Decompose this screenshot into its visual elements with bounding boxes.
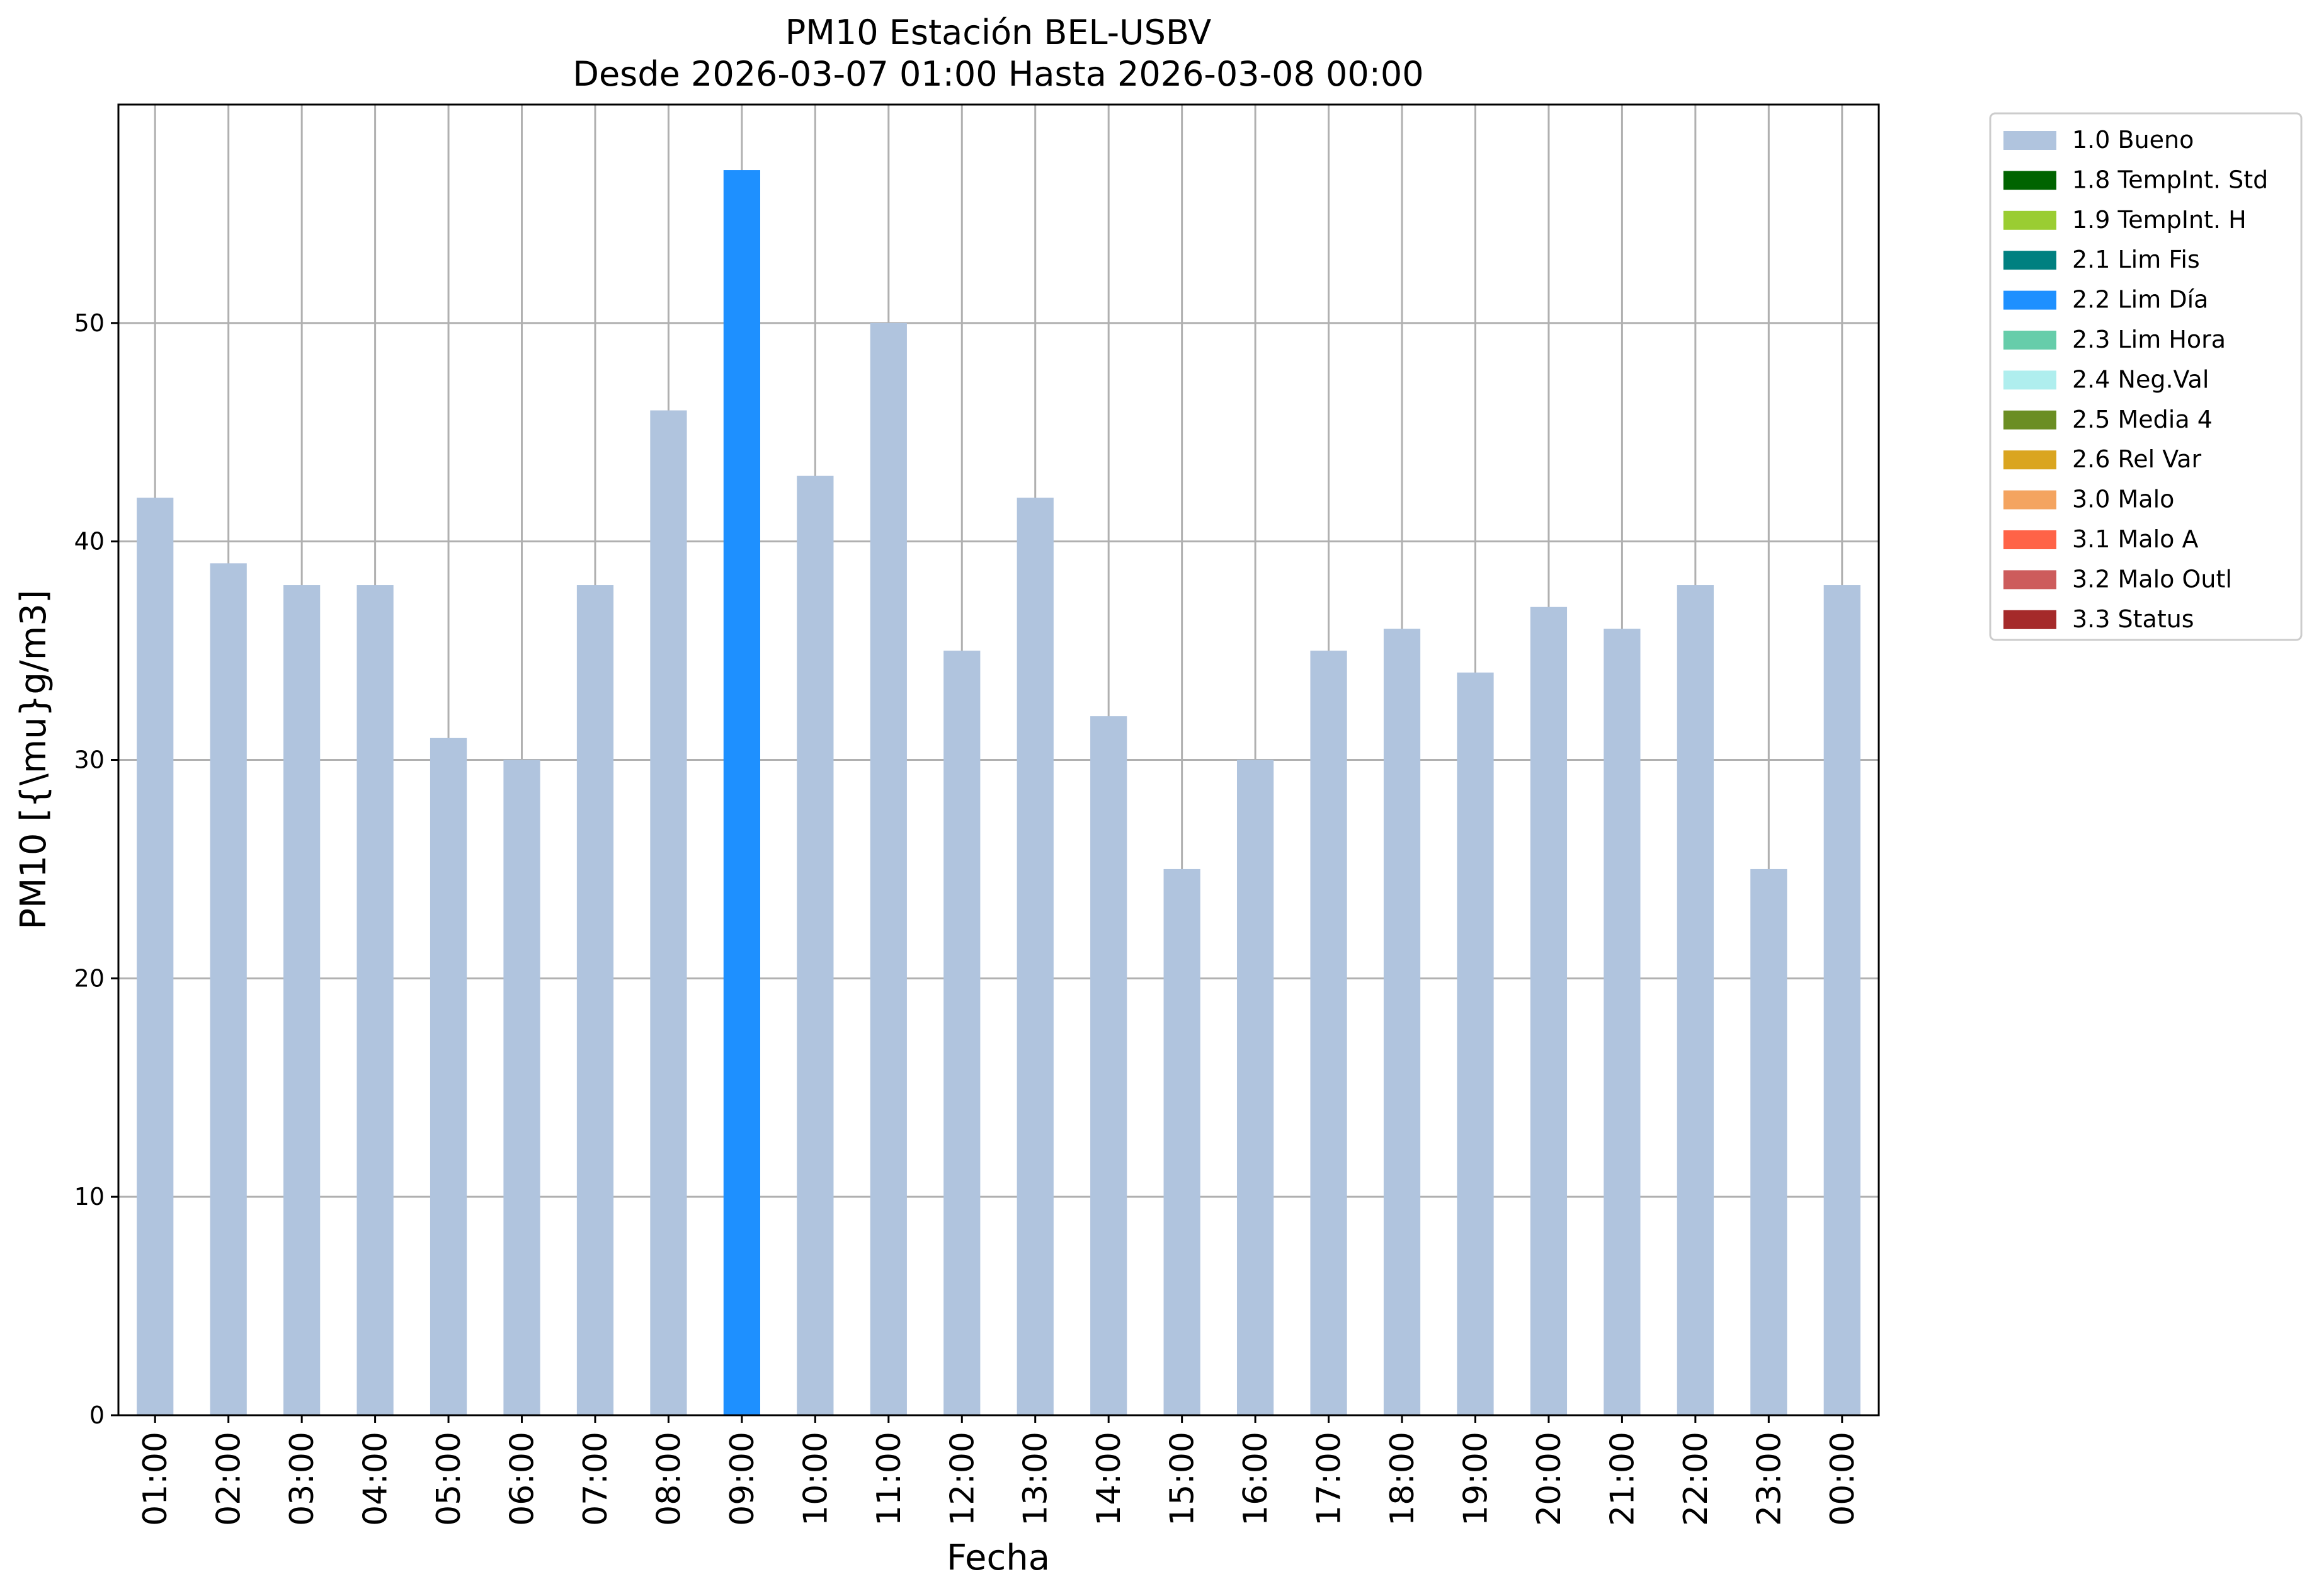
legend-swatch — [2003, 530, 2056, 549]
bar-1000 — [797, 476, 834, 1415]
bar-0400 — [356, 585, 394, 1415]
x-tick-label: 22:00 — [1677, 1432, 1715, 1526]
bar-0500 — [430, 738, 467, 1415]
y-tick-label: 50 — [74, 309, 105, 337]
bar-1600 — [1236, 760, 1274, 1415]
legend-label: 3.2 Malo Outl — [2072, 565, 2232, 593]
bar-0000 — [1823, 585, 1860, 1415]
legend-swatch — [2003, 331, 2056, 350]
y-tick-label: 40 — [74, 528, 105, 556]
x-tick-label: 01:00 — [137, 1432, 174, 1526]
chart-subtitle: Desde 2026-03-07 01:00 Hasta 2026-03-08 … — [573, 54, 1423, 94]
legend-label: 3.0 Malo — [2072, 486, 2174, 513]
legend-swatch — [2003, 171, 2056, 190]
legend-label: 3.3 Status — [2072, 605, 2194, 633]
legend-label: 2.5 Media 4 — [2072, 406, 2213, 433]
bars — [137, 170, 1860, 1416]
x-tick-label: 18:00 — [1384, 1432, 1422, 1526]
x-tick-label: 19:00 — [1457, 1432, 1495, 1526]
legend-swatch — [2003, 410, 2056, 430]
bar-0100 — [137, 498, 174, 1415]
legend-label: 1.9 TempInt. H — [2072, 206, 2247, 234]
y-tick-label: 10 — [74, 1183, 105, 1211]
legend-label: 3.1 Malo A — [2072, 525, 2198, 553]
legend-swatch — [2003, 570, 2056, 590]
bar-1800 — [1383, 629, 1421, 1415]
x-tick-label: 15:00 — [1164, 1432, 1202, 1526]
x-tick-label: 08:00 — [650, 1432, 688, 1526]
bar-1200 — [943, 651, 981, 1415]
bar-0300 — [283, 585, 321, 1415]
y-tick-label: 30 — [74, 746, 105, 774]
legend-swatch — [2003, 131, 2056, 150]
y-axis-label: PM10 [{\mu}g/m3] — [13, 590, 54, 930]
x-tick-label: 10:00 — [797, 1432, 835, 1526]
bar-1700 — [1310, 651, 1347, 1415]
x-tick-label: 23:00 — [1750, 1432, 1788, 1526]
bar-0900 — [723, 170, 761, 1415]
bar-0700 — [576, 585, 614, 1415]
legend-swatch — [2003, 290, 2056, 310]
x-tick-label: 11:00 — [870, 1432, 908, 1526]
x-tick-label: 13:00 — [1017, 1432, 1055, 1526]
x-tick-label: 17:00 — [1311, 1432, 1348, 1526]
legend-label: 1.8 TempInt. Std — [2072, 166, 2268, 193]
legend-swatch — [2003, 610, 2056, 629]
bar-1100 — [870, 322, 907, 1416]
y-tick-label: 0 — [89, 1401, 105, 1429]
x-tick-label: 21:00 — [1604, 1432, 1641, 1526]
x-tick-label: 04:00 — [357, 1432, 395, 1526]
legend: 1.0 Bueno 1.8 TempInt. Std 1.9 TempInt. H 2… — [1989, 112, 2303, 641]
legend-label: 2.4 Neg.Val — [2072, 365, 2209, 393]
legend-label: 2.1 Lim Fis — [2072, 246, 2200, 273]
legend-swatch — [2003, 251, 2056, 270]
x-tick-label: 03:00 — [283, 1432, 321, 1526]
x-axis-ticks: 01:00 02:00 03:00 04:00 05:00 06:00 07:00 08:00… — [137, 1415, 1862, 1526]
bar-0800 — [650, 410, 687, 1415]
bar-2100 — [1604, 629, 1641, 1415]
bar-0200 — [210, 563, 247, 1415]
y-axis-ticks: 0 10 20 30 40 50 — [74, 309, 118, 1429]
x-tick-label: 07:00 — [577, 1432, 615, 1526]
x-tick-label: 06:00 — [504, 1432, 542, 1526]
legend-label: 2.6 Rel Var — [2072, 445, 2202, 473]
legend-swatch — [2003, 490, 2056, 510]
y-tick-label: 20 — [74, 964, 105, 992]
legend-swatch — [2003, 210, 2056, 230]
bar-1400 — [1090, 716, 1127, 1415]
x-tick-label: 00:00 — [1824, 1432, 1862, 1526]
x-tick-label: 14:00 — [1090, 1432, 1128, 1526]
legend-label: 2.3 Lim Hora — [2072, 326, 2226, 353]
x-tick-label: 20:00 — [1530, 1432, 1568, 1526]
legend-label: 2.2 Lim Día — [2072, 286, 2208, 314]
x-tick-label: 05:00 — [430, 1432, 468, 1526]
bar-2000 — [1530, 607, 1568, 1415]
x-tick-label: 16:00 — [1237, 1432, 1275, 1526]
bar-1300 — [1017, 498, 1054, 1415]
legend-swatch — [2003, 370, 2056, 390]
bar-0600 — [503, 760, 540, 1415]
legend-frame — [1989, 112, 2303, 641]
legend-swatch — [2003, 450, 2056, 470]
chart-title: PM10 Estación BEL-USBV — [785, 13, 1212, 52]
legend-label: 1.0 Bueno — [2072, 126, 2194, 154]
x-axis-label: Fecha — [947, 1537, 1050, 1578]
bar-2200 — [1677, 585, 1714, 1415]
bar-1900 — [1457, 672, 1494, 1415]
x-tick-label: 09:00 — [724, 1432, 761, 1526]
bar-2300 — [1750, 869, 1787, 1415]
x-tick-label: 12:00 — [943, 1432, 981, 1526]
bar-1500 — [1163, 869, 1200, 1415]
x-tick-label: 02:00 — [210, 1432, 248, 1526]
